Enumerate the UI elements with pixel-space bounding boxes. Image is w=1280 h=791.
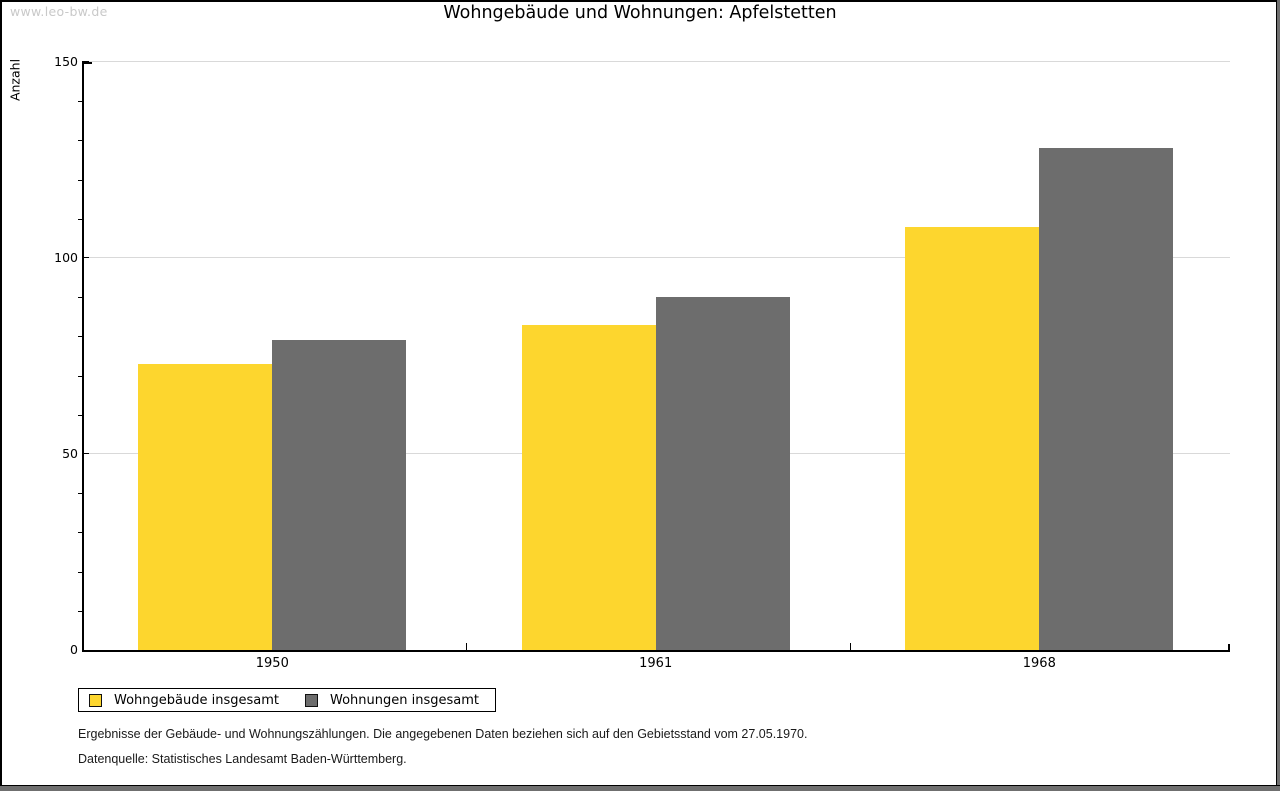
frame-border-top [0,0,1280,2]
plot-area [78,61,1230,652]
legend-label-wohnungen-insgesamt: Wohnungen insgesamt [330,692,479,708]
y-major-tick-50 [82,453,89,454]
frame-border-right [1276,0,1280,791]
y-minor-tick-90 [78,297,83,299]
y-axis-cap [84,62,92,64]
y-major-tick-100 [82,257,89,258]
bar-1961-wohngeb-ude-insgesamt [521,324,656,650]
footnote-line-1: Ergebnisse der Gebäude- und Wohnungszähl… [78,727,808,741]
footnote-line-2: Datenquelle: Statistisches Landesamt Bad… [78,752,407,766]
legend-swatch-wohngeb-ude-insgesamt [89,693,102,707]
gridline-150 [84,61,1230,62]
y-major-tick-150 [82,61,89,62]
bar-1968-wohngeb-ude-insgesamt [905,226,1040,650]
x-axis-group-tick-2 [849,643,851,650]
bar-1950-wohnungen-insgesamt [272,340,407,650]
y-minor-tick-30 [78,532,83,534]
legend-label-wohngeb-ude-insgesamt: Wohngebäude insgesamt [114,692,279,708]
y-minor-tick-40 [78,493,83,495]
x-tick-label-1961: 1961 [639,656,673,671]
y-tick-label-50: 50 [62,446,78,461]
x-axis-group-tick-1 [466,643,467,650]
x-axis-end-tick [1228,644,1230,650]
frame-border-left [0,0,2,791]
y-minor-tick-130 [78,140,83,142]
bar-1961-wohnungen-insgesamt [655,297,790,650]
y-minor-tick-10 [78,610,83,612]
y-minor-tick-70 [78,375,83,377]
y-minor-tick-60 [78,414,83,416]
legend-item-wohngeb-ude-insgesamt: Wohngebäude insgesamt [89,693,279,708]
y-axis-label: Anzahl [7,58,23,102]
watermark-url: www.leo-bw.de [10,4,108,19]
legend-swatch-wohnungen-insgesamt [305,693,318,707]
y-tick-label-150: 150 [54,54,78,69]
y-minor-tick-80 [78,336,83,338]
gridline-100 [84,257,1230,258]
y-minor-tick-110 [78,218,83,220]
bar-1968-wohnungen-insgesamt [1039,148,1174,650]
x-tick-label-1968: 1968 [1022,656,1056,671]
y-minor-tick-120 [78,179,83,181]
y-tick-label-0: 0 [70,642,78,657]
legend-item-wohnungen-insgesamt: Wohnungen insgesamt [305,693,479,708]
chart-title: Wohngebäude und Wohnungen: Apfelstetten [443,3,837,23]
legend-box: Wohngebäude insgesamt Wohnungen insgesamt [78,688,496,712]
y-minor-tick-140 [78,101,83,103]
frame-border-bottom [0,785,1280,791]
y-tick-label-100: 100 [54,250,78,265]
x-tick-label-1950: 1950 [255,656,289,671]
bar-1950-wohngeb-ude-insgesamt [138,363,273,650]
y-minor-tick-20 [78,571,83,573]
